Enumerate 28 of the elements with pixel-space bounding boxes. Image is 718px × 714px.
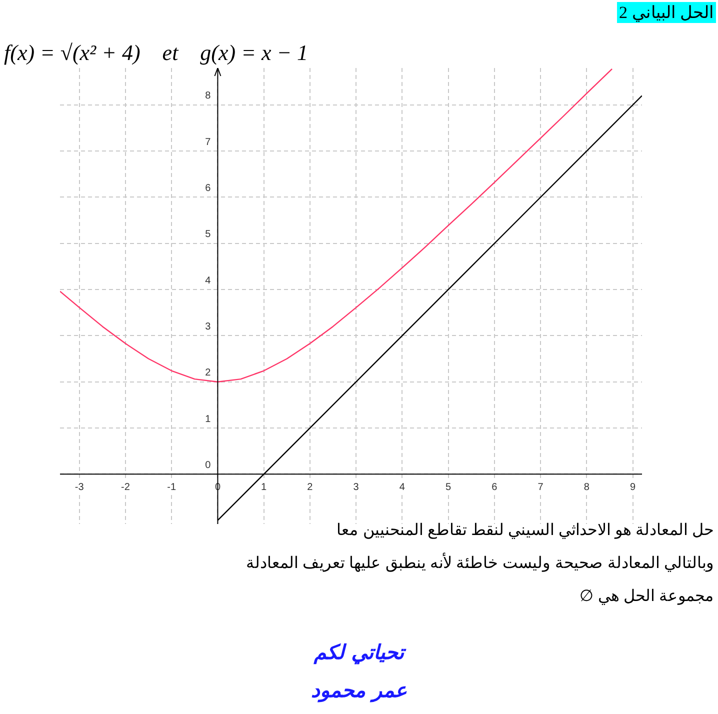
y-tick-label: 7 xyxy=(205,136,212,148)
x-tick-label: 6 xyxy=(492,482,498,493)
y-tick-label: 1 xyxy=(205,414,212,425)
x-tick-label: 1 xyxy=(261,482,268,493)
x-tick-label: 2 xyxy=(307,482,314,493)
y-tick-label: 3 xyxy=(205,321,212,332)
x-tick-label: 5 xyxy=(446,482,452,493)
x-tick-label: 9 xyxy=(630,482,636,493)
y-tick-label: 5 xyxy=(205,229,212,240)
text: وبالتالي المعادلة صحيحة وليست خاطئة لأنه ينطبق عليها تعريف المعادلة xyxy=(246,553,714,573)
text: تحياتي لكم xyxy=(312,640,408,664)
annotation: حل المعادلة هو الاحداثي السيني لنقط تقاطع المنحنيين معا xyxy=(336,521,714,540)
x-tick-label: 4 xyxy=(399,482,406,493)
y-tick-label: 8 xyxy=(205,90,212,102)
text: عمر محمود xyxy=(310,678,408,702)
x-tick-label: 7 xyxy=(538,482,544,493)
x-tick-label: -2 xyxy=(121,482,130,493)
chart-subtitle: f(x) = √(x² + 4) et g(x) = x − 1 xyxy=(4,40,308,66)
y-tick-label: 6 xyxy=(205,182,212,194)
x-tick-label: -3 xyxy=(74,482,84,493)
x-tick-label: 3 xyxy=(353,482,360,493)
text: مجموعة الحل هي ∅ xyxy=(580,587,714,606)
chart-title: الحل البياني 2 xyxy=(617,2,716,23)
y-tick-label: 0 xyxy=(205,460,212,471)
x-tick-label: -1 xyxy=(167,482,176,493)
x-tick-label: 8 xyxy=(584,482,590,493)
y-tick-label: 2 xyxy=(205,368,212,379)
y-tick-label: 4 xyxy=(205,275,212,286)
